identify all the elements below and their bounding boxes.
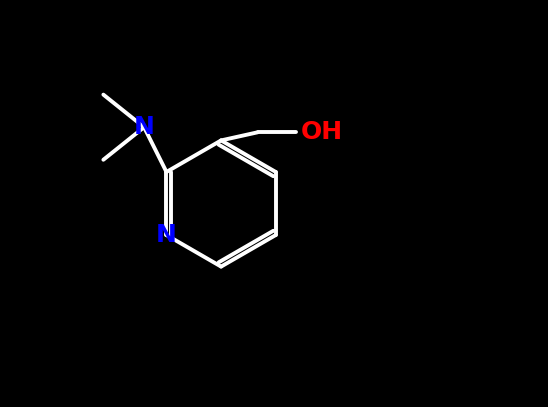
Text: OH: OH bbox=[300, 120, 342, 144]
Text: N: N bbox=[156, 223, 177, 247]
Text: N: N bbox=[134, 115, 155, 139]
